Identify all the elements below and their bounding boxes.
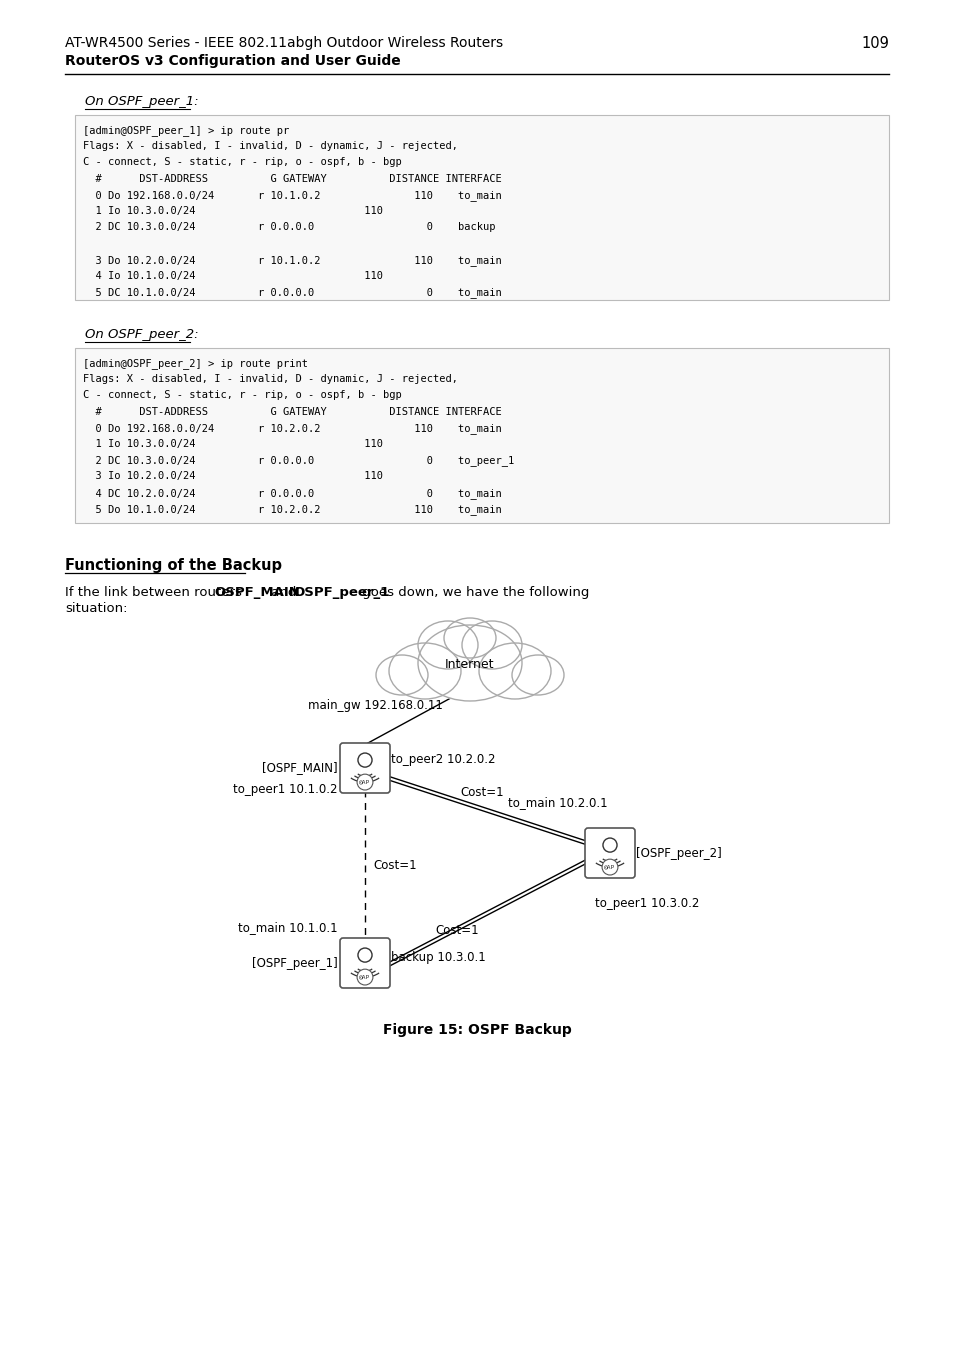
Circle shape [356,969,373,985]
Text: 1 Io 10.3.0.0/24                           110: 1 Io 10.3.0.0/24 110 [83,439,382,449]
Text: OSPF_MAIN: OSPF_MAIN [213,586,299,598]
FancyBboxPatch shape [339,938,390,988]
Text: RouterOS v3 Configuration and User Guide: RouterOS v3 Configuration and User Guide [65,54,400,68]
Ellipse shape [461,621,521,669]
Text: [admin@OSPF_peer_2] > ip route print: [admin@OSPF_peer_2] > ip route print [83,358,308,369]
Text: Flags: X - disabled, I - invalid, D - dynamic, J - rejected,: Flags: X - disabled, I - invalid, D - dy… [83,374,457,384]
Ellipse shape [478,643,551,698]
Text: goes down, we have the following: goes down, we have the following [358,586,589,598]
Text: 4 Io 10.1.0.0/24                           110: 4 Io 10.1.0.0/24 110 [83,270,382,281]
Circle shape [357,948,372,962]
Text: Cost=1: Cost=1 [373,859,416,871]
Text: to_peer2 10.2.0.2: to_peer2 10.2.0.2 [391,754,495,766]
Ellipse shape [417,626,521,701]
Circle shape [357,753,372,767]
Ellipse shape [512,655,563,694]
Text: Cost=1: Cost=1 [460,786,504,798]
Text: 2 DC 10.3.0.0/24          r 0.0.0.0                  0    to_peer_1: 2 DC 10.3.0.0/24 r 0.0.0.0 0 to_peer_1 [83,455,514,466]
Text: OSPF_peer_1: OSPF_peer_1 [294,586,390,598]
Text: and: and [267,586,300,598]
Text: 5 DC 10.1.0.0/24          r 0.0.0.0                  0    to_main: 5 DC 10.1.0.0/24 r 0.0.0.0 0 to_main [83,286,501,299]
Text: Flags: X - disabled, I - invalid, D - dynamic, J - rejected,: Flags: X - disabled, I - invalid, D - dy… [83,142,457,151]
Text: [OSPF_MAIN]: [OSPF_MAIN] [262,762,337,774]
Text: On OSPF_peer_1:: On OSPF_peer_1: [85,95,198,108]
Text: 4 DC 10.2.0.0/24          r 0.0.0.0                  0    to_main: 4 DC 10.2.0.0/24 r 0.0.0.0 0 to_main [83,488,501,499]
FancyBboxPatch shape [339,743,390,793]
Text: @AP: @AP [359,974,370,979]
Text: [OSPF_peer_2]: [OSPF_peer_2] [636,847,721,859]
FancyBboxPatch shape [75,349,888,523]
Text: 109: 109 [861,36,888,51]
Text: to_peer1 10.1.0.2: to_peer1 10.1.0.2 [233,784,337,797]
Ellipse shape [375,655,428,694]
Text: 2 DC 10.3.0.0/24          r 0.0.0.0                  0    backup: 2 DC 10.3.0.0/24 r 0.0.0.0 0 backup [83,222,495,232]
Text: Internet: Internet [445,658,495,671]
Ellipse shape [389,643,460,698]
Circle shape [601,859,618,875]
Circle shape [356,774,373,790]
Text: Functioning of the Backup: Functioning of the Backup [65,558,282,573]
Text: 1 Io 10.3.0.0/24                           110: 1 Io 10.3.0.0/24 110 [83,205,382,216]
Text: 3 Do 10.2.0.0/24          r 10.1.0.2               110    to_main: 3 Do 10.2.0.0/24 r 10.1.0.2 110 to_main [83,254,501,266]
Text: On OSPF_peer_2:: On OSPF_peer_2: [85,328,198,340]
FancyBboxPatch shape [584,828,635,878]
Text: 5 Do 10.1.0.0/24          r 10.2.0.2               110    to_main: 5 Do 10.1.0.0/24 r 10.2.0.2 110 to_main [83,504,501,515]
Ellipse shape [417,621,477,669]
Text: C - connect, S - static, r - rip, o - ospf, b - bgp: C - connect, S - static, r - rip, o - os… [83,390,401,400]
Text: to_main 10.1.0.1: to_main 10.1.0.1 [238,921,337,935]
Text: [OSPF_peer_1]: [OSPF_peer_1] [252,957,337,970]
Text: to_peer1 10.3.0.2: to_peer1 10.3.0.2 [595,897,699,909]
Text: @AP: @AP [359,780,370,785]
Text: situation:: situation: [65,603,128,615]
Text: 3 Io 10.2.0.0/24                           110: 3 Io 10.2.0.0/24 110 [83,471,382,481]
Text: Figure 15: OSPF Backup: Figure 15: OSPF Backup [382,1023,571,1038]
Text: #      DST-ADDRESS          G GATEWAY          DISTANCE INTERFACE: # DST-ADDRESS G GATEWAY DISTANCE INTERFA… [83,173,501,184]
FancyBboxPatch shape [75,115,888,300]
Text: [admin@OSPF_peer_1] > ip route pr: [admin@OSPF_peer_1] > ip route pr [83,126,289,136]
Ellipse shape [443,617,496,658]
Text: AT-WR4500 Series - IEEE 802.11abgh Outdoor Wireless Routers: AT-WR4500 Series - IEEE 802.11abgh Outdo… [65,36,502,50]
Text: 0 Do 192.168.0.0/24       r 10.2.0.2               110    to_main: 0 Do 192.168.0.0/24 r 10.2.0.2 110 to_ma… [83,423,501,434]
Text: backup 10.3.0.1: backup 10.3.0.1 [391,951,485,965]
Text: C - connect, S - static, r - rip, o - ospf, b - bgp: C - connect, S - static, r - rip, o - os… [83,158,401,168]
Text: If the link between routers: If the link between routers [65,586,246,598]
Text: main_gw 192.168.0.11: main_gw 192.168.0.11 [308,700,442,712]
Text: #      DST-ADDRESS          G GATEWAY          DISTANCE INTERFACE: # DST-ADDRESS G GATEWAY DISTANCE INTERFA… [83,407,501,416]
Text: @AP: @AP [604,865,615,870]
Circle shape [602,838,617,852]
Text: Cost=1: Cost=1 [436,924,478,936]
Text: to_main 10.2.0.1: to_main 10.2.0.1 [507,797,607,809]
Text: 0 Do 192.168.0.0/24       r 10.1.0.2               110    to_main: 0 Do 192.168.0.0/24 r 10.1.0.2 110 to_ma… [83,189,501,201]
